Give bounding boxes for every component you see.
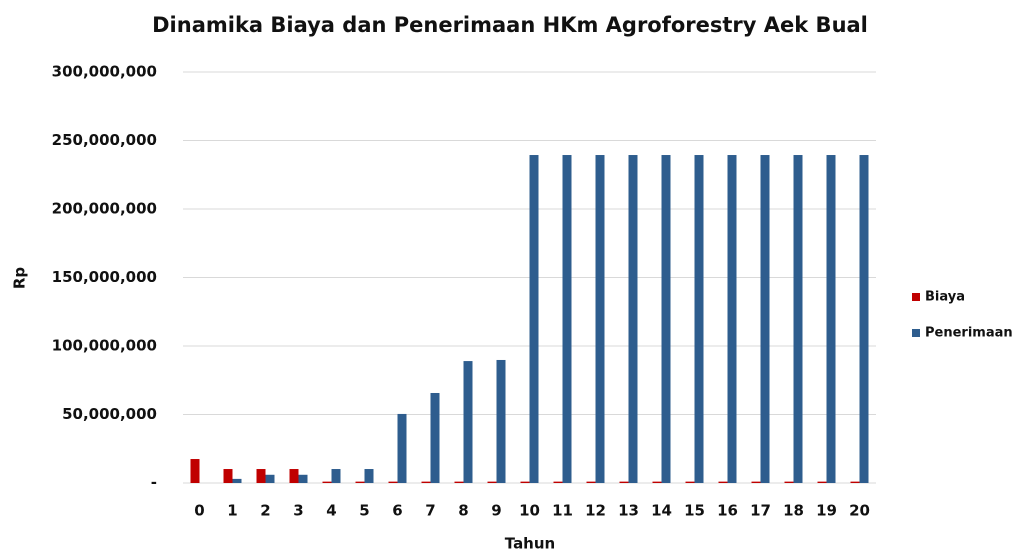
y-tick-label: 150,000,000 [52,268,157,286]
bar [784,481,794,483]
bar [529,155,539,483]
bar [223,469,233,483]
bar [562,155,572,483]
legend-swatch [912,329,920,337]
x-tick-label: 15 [684,502,705,520]
bar [265,474,275,483]
y-tick-label: 100,000,000 [52,337,157,355]
bar [859,155,869,483]
bar [331,469,341,483]
bar [553,481,563,483]
bar [586,481,596,483]
x-tick-label: 4 [326,502,336,520]
x-tick-label: 5 [359,502,369,520]
bar [760,155,770,483]
bar [619,481,629,483]
bar [388,481,398,483]
bar [298,474,308,483]
bar [595,155,605,483]
bar [727,155,737,483]
x-tick-label: 12 [585,502,606,520]
x-tick-label: 10 [519,502,540,520]
x-tick-label: 1 [227,502,237,520]
bar [661,155,671,483]
bar [520,481,530,483]
legend-label: Penerimaan [925,326,1013,341]
bar [850,481,860,483]
x-tick-label: 18 [783,502,804,520]
y-tick-label: 250,000,000 [52,131,157,149]
x-tick-label: 20 [849,502,870,520]
bar [463,361,473,483]
x-tick-label: 11 [552,502,573,520]
bar [256,469,266,483]
x-tick-label: 0 [194,502,204,520]
y-tick-label: 200,000,000 [52,200,157,218]
bar [628,155,638,483]
x-tick-label: 19 [816,502,837,520]
bar [190,459,200,483]
x-tick-label: 13 [618,502,639,520]
x-tick-label: 17 [750,502,771,520]
x-tick-label: 3 [293,502,303,520]
bar [421,481,431,483]
bar [454,481,464,483]
bar [355,481,365,483]
bar [487,481,497,483]
chart-title: Dinamika Biaya dan Penerimaan HKm Agrofo… [152,13,868,37]
bar [430,392,440,483]
bar [817,481,827,483]
bar [232,478,242,483]
legend-swatch [912,293,920,301]
y-tick-label: - [151,474,157,492]
bar [652,481,662,483]
bar [718,481,728,483]
x-tick-label: 8 [458,502,468,520]
x-tick-label: 16 [717,502,738,520]
bar [826,155,836,483]
x-tick-label: 2 [260,502,270,520]
y-tick-label: 50,000,000 [62,405,157,423]
x-tick-label: 9 [491,502,501,520]
bar [694,155,704,483]
y-axis-label: Rp [11,267,29,290]
bar [397,413,407,483]
bar [751,481,761,483]
x-axis-label: Tahun [505,535,555,553]
bar [322,481,332,483]
x-tick-label: 6 [392,502,402,520]
x-tick-label: 7 [425,502,435,520]
x-tick-label: 14 [651,502,672,520]
bar [685,481,695,483]
bar [289,469,299,483]
bar [496,359,506,483]
y-tick-label: 300,000,000 [52,63,157,81]
legend-label: Biaya [925,290,965,305]
bar [364,469,374,483]
bar [793,155,803,483]
